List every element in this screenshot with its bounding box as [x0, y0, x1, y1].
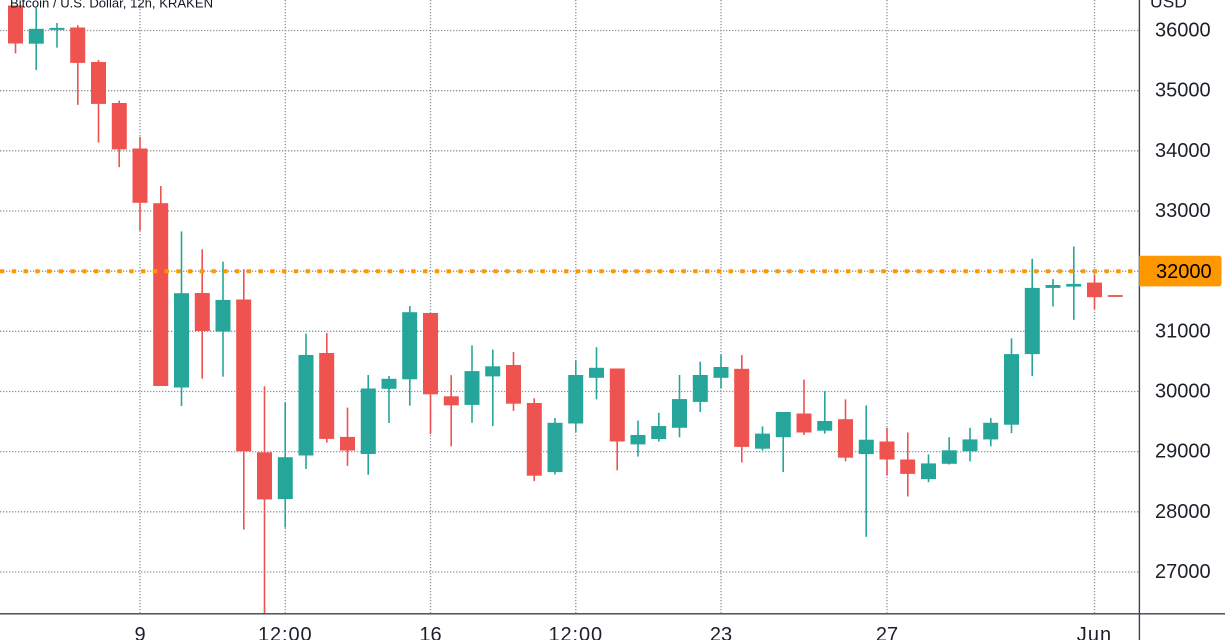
svg-text:30000: 30000	[1155, 381, 1211, 403]
svg-text:USD: USD	[1150, 0, 1187, 12]
svg-text:29000: 29000	[1155, 441, 1211, 463]
svg-text:12:00: 12:00	[258, 624, 313, 640]
svg-text:31000: 31000	[1155, 320, 1211, 342]
svg-text:33000: 33000	[1155, 200, 1211, 222]
svg-text:16: 16	[419, 624, 441, 640]
svg-text:23: 23	[710, 624, 732, 640]
svg-text:12:00: 12:00	[549, 624, 604, 640]
svg-text:27: 27	[876, 624, 898, 640]
svg-text:36000: 36000	[1155, 20, 1211, 42]
svg-text:Jun: Jun	[1077, 624, 1113, 640]
svg-text:28000: 28000	[1155, 501, 1211, 523]
svg-text:35000: 35000	[1155, 80, 1211, 102]
svg-text:32000: 32000	[1156, 261, 1212, 283]
svg-text:Bitcoin / U.S. Dollar, 12h, KR: Bitcoin / U.S. Dollar, 12h, KRAKEN	[10, 0, 213, 10]
svg-text:9: 9	[134, 624, 145, 640]
svg-text:27000: 27000	[1155, 561, 1211, 583]
svg-text:34000: 34000	[1155, 140, 1211, 162]
